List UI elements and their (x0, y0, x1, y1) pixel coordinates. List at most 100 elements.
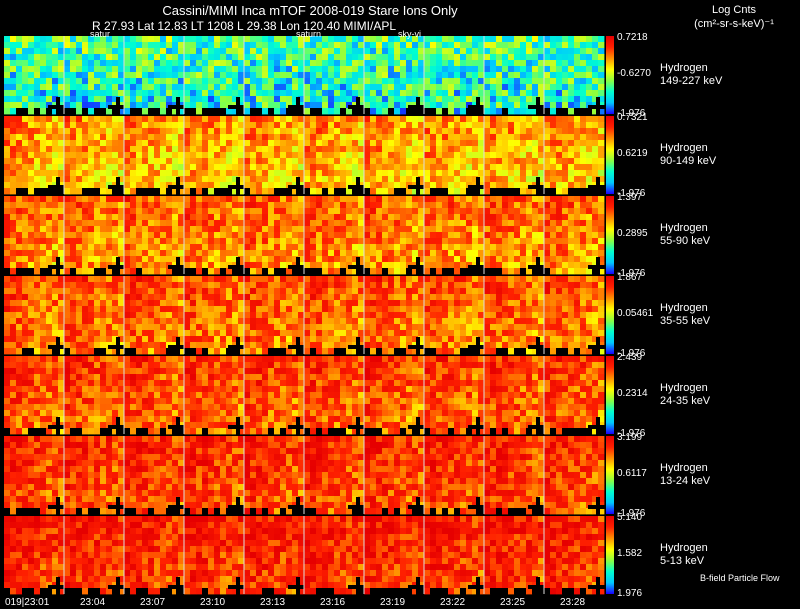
panel-row-7 (4, 516, 608, 595)
image-cell (4, 196, 68, 275)
image-cell (244, 436, 308, 515)
image-cell (364, 196, 428, 275)
image-cell (424, 116, 488, 195)
image-cell (244, 36, 308, 115)
image-cell (4, 116, 68, 195)
colorbar-tick-label: -1.976 (617, 108, 646, 119)
image-cell (424, 276, 488, 355)
image-cell (484, 116, 548, 195)
colorbar-tick-label: -0.6270 (617, 68, 651, 79)
image-cell (64, 356, 128, 435)
row-label: Hydrogen 90-149 keV (660, 142, 716, 168)
image-marker-label: sky-vi (398, 29, 421, 39)
row-energy: 55-90 keV (660, 235, 711, 247)
image-cell (64, 276, 128, 355)
image-cell (64, 436, 128, 515)
panel-row-2 (4, 116, 608, 195)
x-tick-label: 23:10 (200, 597, 226, 608)
panel-row-4 (4, 276, 608, 355)
row-species: Hydrogen (660, 142, 708, 154)
image-cell (484, 196, 548, 275)
colorbar (606, 356, 614, 434)
image-cell (64, 116, 128, 195)
image-cell (124, 516, 188, 595)
image-cell (364, 276, 428, 355)
x-tick-label: 23:13 (260, 597, 286, 608)
row-species: Hydrogen (660, 222, 708, 234)
colorbar (606, 116, 614, 194)
colorbar-tick-label: -1.976 (617, 188, 646, 199)
image-cell (184, 516, 248, 595)
row-energy: 35-55 keV (660, 315, 711, 327)
image-cell (364, 356, 428, 435)
image-cell (244, 116, 308, 195)
row-energy: 90-149 keV (660, 155, 717, 167)
x-tick-label: 23:22 (440, 597, 466, 608)
row-species: Hydrogen (660, 302, 708, 314)
colorbar-tick-label: 3.199 (617, 432, 643, 443)
image-cell (184, 36, 248, 115)
image-cell (244, 516, 308, 595)
colorbar (606, 36, 614, 114)
colorbar-tick-label: -1.976 (617, 428, 646, 439)
image-cell (544, 116, 608, 195)
image-cell (484, 356, 548, 435)
colorbar-tick-label: 1.867 (617, 272, 643, 283)
image-marker-label: saturn (296, 29, 322, 39)
image-cell (424, 516, 488, 595)
row-energy: 24-35 keV (660, 395, 711, 407)
image-cell (244, 276, 308, 355)
image-cell (184, 116, 248, 195)
image-cell (484, 36, 548, 115)
colorbar-tick-label: 0.6117 (617, 468, 647, 479)
panel-row-1 (4, 36, 608, 115)
x-tick-label: 23:07 (140, 597, 166, 608)
image-cell (244, 196, 308, 275)
image-cell (4, 36, 68, 115)
colorbar (606, 516, 614, 594)
image-marker-label: satur (90, 29, 111, 39)
image-cell (364, 36, 428, 115)
image-cell (304, 436, 368, 515)
colorbar (606, 196, 614, 274)
image-cell (124, 116, 188, 195)
image-cell (244, 356, 308, 435)
image-cell (544, 356, 608, 435)
image-cell (364, 436, 428, 515)
image-cell (124, 196, 188, 275)
image-cell (304, 516, 368, 595)
x-tick-label: 23:16 (320, 597, 346, 608)
image-cell (124, 36, 188, 115)
colorbar-tick-label: 0.05461 (617, 308, 654, 319)
image-cell (544, 36, 608, 115)
row-species: Hydrogen (660, 62, 708, 74)
image-cell (424, 356, 488, 435)
image-cell (124, 436, 188, 515)
colorbar-tick-label: -1.976 (617, 348, 646, 359)
colorbar (606, 276, 614, 354)
panel-row-6 (4, 436, 608, 515)
colorbar-units-label: Log Cnts (cm²-sr-s-keV)⁻¹ (684, 3, 784, 31)
panel-row-3 (4, 196, 608, 275)
image-cell (364, 116, 428, 195)
image-cell (184, 436, 248, 515)
colorbar-tick-label: 0.2895 (617, 228, 648, 239)
image-cell (304, 276, 368, 355)
image-cell (304, 196, 368, 275)
image-cell (424, 436, 488, 515)
colorbar-tick-label: 1.976 (617, 588, 643, 599)
row-species: Hydrogen (660, 462, 708, 474)
image-cell (64, 516, 128, 595)
colorbar-tick-label: 0.6219 (617, 148, 648, 159)
image-cell (64, 36, 128, 115)
colorbar-units-line2: (cm²-sr-s-keV)⁻¹ (694, 18, 774, 30)
page-title: Cassini/MIMI Inca mTOF 2008-019 Stare Io… (162, 3, 458, 18)
image-cell (4, 436, 68, 515)
colorbar-tick-label: 0.2314 (617, 388, 648, 399)
image-cell (64, 196, 128, 275)
image-cell (484, 516, 548, 595)
row-energy: 13-24 keV (660, 475, 711, 487)
panel-row-5 (4, 356, 608, 435)
